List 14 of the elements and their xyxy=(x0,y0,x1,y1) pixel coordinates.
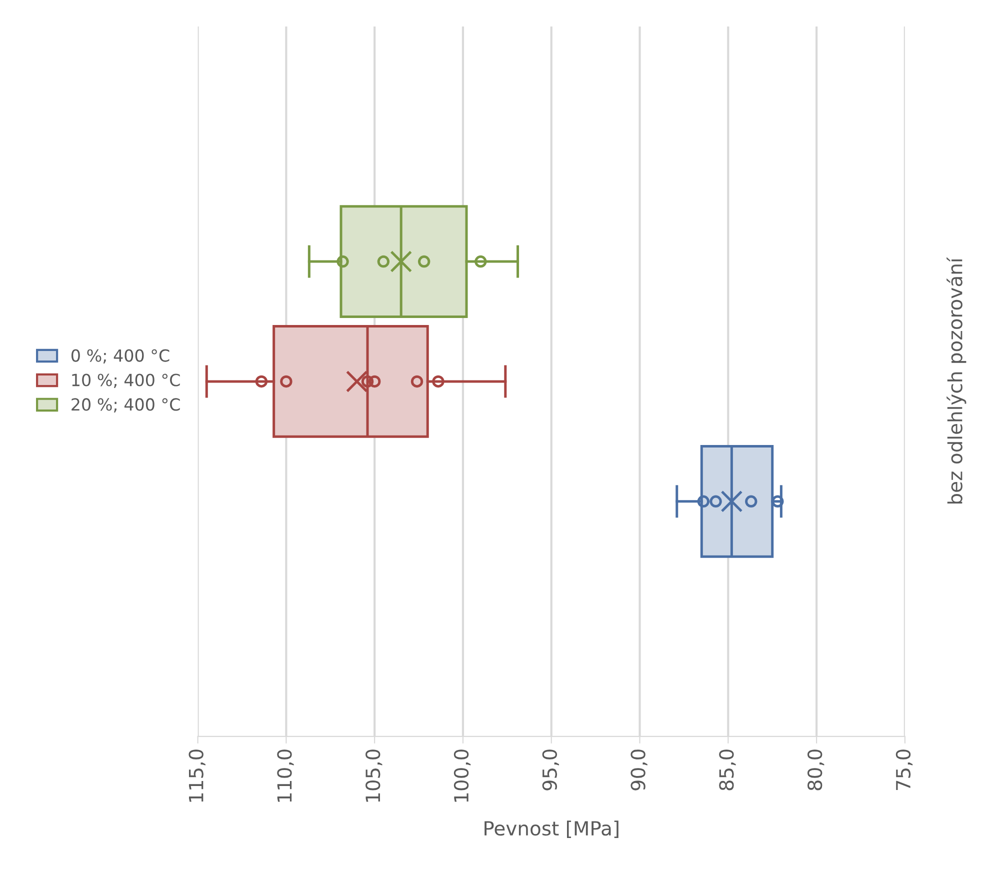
legend-label: 10 %; 400 °C xyxy=(72,374,180,388)
x-tick-label: 85,0 xyxy=(719,750,736,790)
legend-label: 20 %; 400 °C xyxy=(72,398,180,412)
x-tick-label: 90,0 xyxy=(630,750,648,790)
x-tick-label: 110,0 xyxy=(277,750,294,802)
x-tick-label: 75,0 xyxy=(896,750,913,790)
x-tick-label: 105,0 xyxy=(366,750,382,802)
y-tick-label: bez odlehlých pozorování xyxy=(946,257,966,504)
legend-label: 0 %; 400 °C xyxy=(71,349,170,364)
x-tick-label: 80,0 xyxy=(807,750,824,790)
x-axis-title: Pevnost [MPa] xyxy=(484,820,618,838)
x-tick-label: 115,0 xyxy=(188,750,206,802)
x-tick-label: 100,0 xyxy=(454,750,471,802)
x-tick-label: 95,0 xyxy=(542,750,559,790)
